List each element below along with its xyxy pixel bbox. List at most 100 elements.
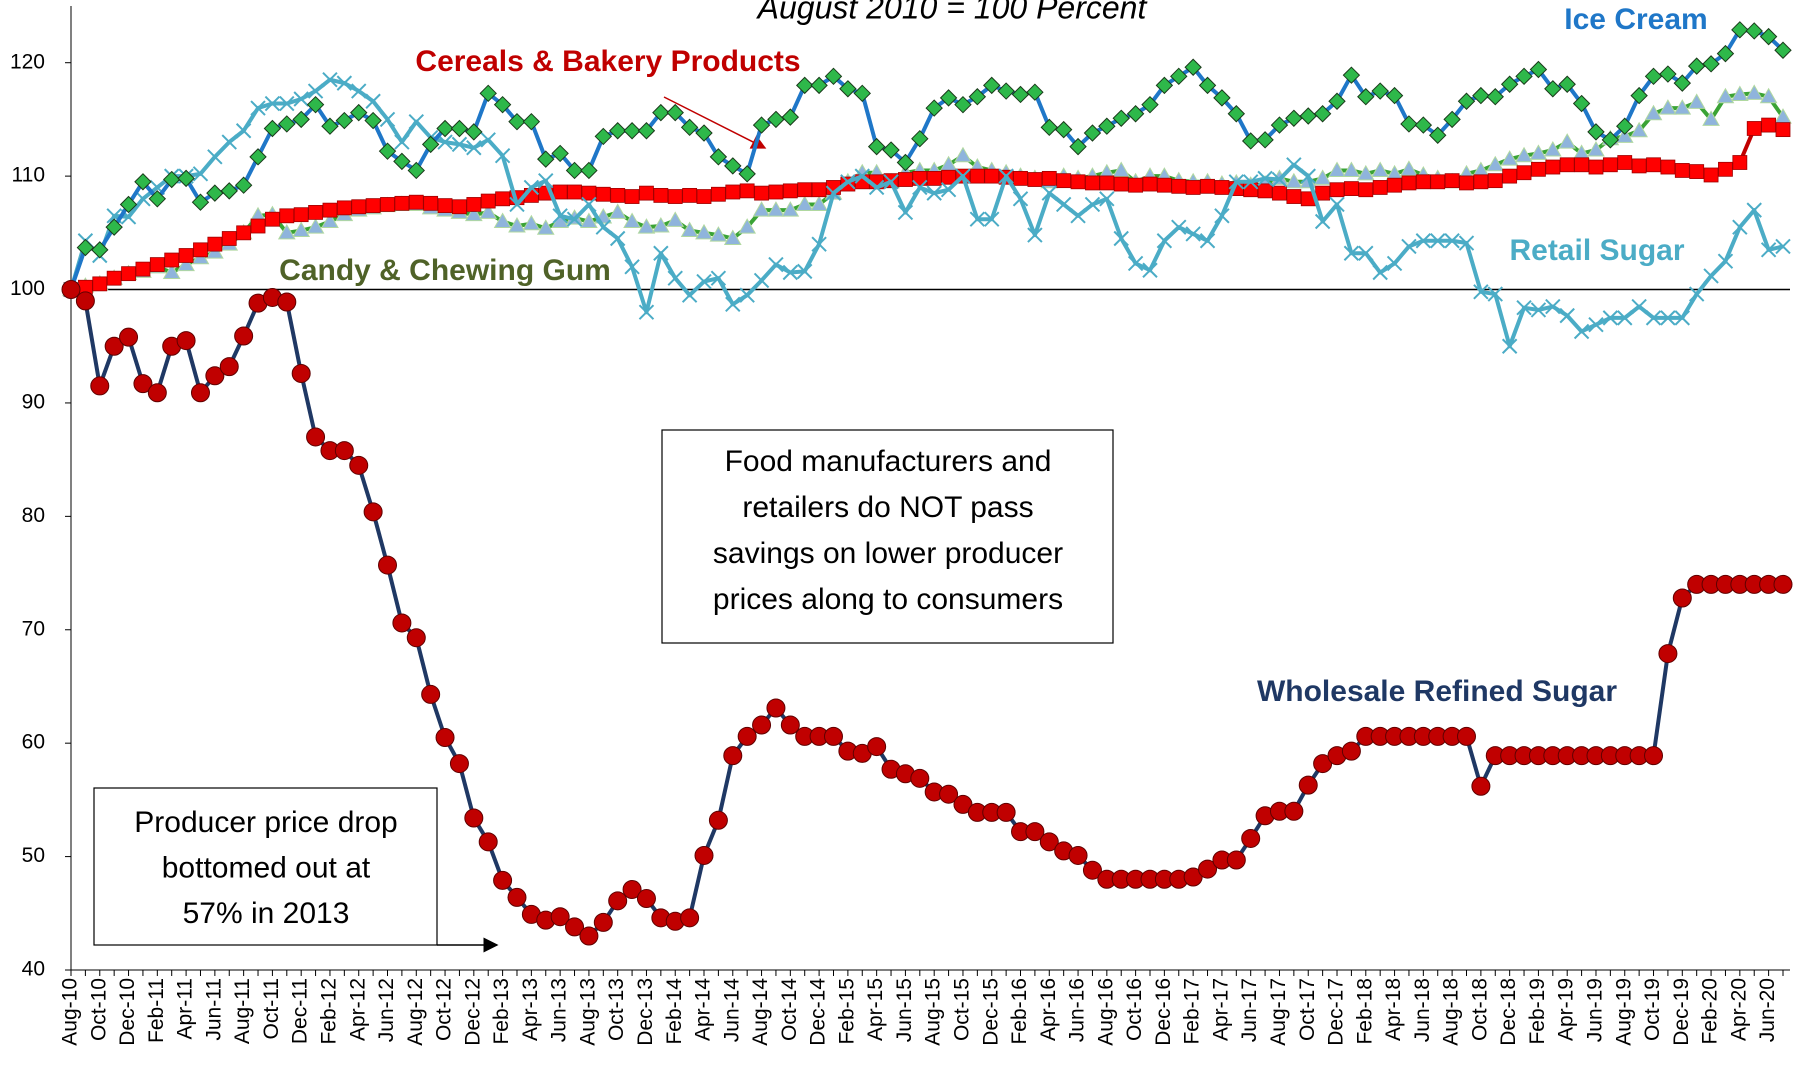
diamond-marker	[1241, 132, 1260, 150]
diamond-marker	[1011, 85, 1030, 104]
triangle-marker	[1543, 141, 1562, 157]
circle-marker	[205, 366, 225, 386]
x-marker	[1631, 298, 1647, 315]
triangle-marker	[1673, 99, 1692, 115]
square-marker	[1487, 173, 1503, 189]
diamond-marker	[1644, 67, 1663, 86]
triangle-marker	[651, 217, 670, 233]
x-tick-label: Oct-19	[1641, 978, 1664, 1041]
diamond-marker	[594, 127, 613, 146]
annotation-text: retailers do NOT pass	[742, 491, 1033, 524]
triangle-marker	[723, 229, 742, 245]
square-marker	[898, 172, 913, 187]
diamond-marker	[1400, 115, 1418, 133]
x-marker	[667, 270, 683, 286]
x-marker	[1099, 191, 1115, 207]
square-marker	[567, 184, 582, 200]
square-marker	[1574, 157, 1589, 173]
x-marker	[1530, 302, 1547, 318]
circle-marker	[392, 613, 412, 633]
x-marker	[1401, 238, 1417, 255]
square-marker	[480, 193, 496, 209]
triangle-marker	[954, 146, 972, 163]
x-marker	[1228, 174, 1245, 190]
diamond-marker	[1558, 75, 1576, 93]
x-marker	[811, 236, 827, 252]
square-marker	[595, 186, 611, 202]
triangle-marker	[1112, 161, 1131, 177]
diamond-marker	[1385, 86, 1404, 105]
x-marker	[394, 134, 410, 150]
x-tick-label: Oct-14	[778, 978, 801, 1041]
square-marker	[1415, 174, 1431, 190]
triangle-marker	[1284, 172, 1303, 189]
square-marker	[1171, 178, 1187, 194]
diamond-marker	[1213, 89, 1231, 107]
diamond-marker	[1731, 21, 1749, 39]
diamond-marker	[465, 123, 483, 141]
x-tick-label: Jun-14	[720, 978, 743, 1043]
diamond-marker	[1069, 137, 1087, 156]
square-marker	[1473, 174, 1489, 190]
square-marker	[696, 189, 712, 204]
x-marker	[1242, 174, 1259, 190]
triangle-marker	[623, 212, 641, 228]
triangle-marker	[752, 201, 771, 217]
x-tick-label: Aug-16	[1094, 978, 1117, 1046]
triangle-marker	[306, 218, 325, 234]
x-tick-label: Dec-18	[1497, 978, 1520, 1046]
x-marker	[1645, 310, 1662, 326]
diamond-marker	[623, 122, 641, 140]
triangle-marker	[177, 255, 195, 272]
square-marker	[495, 191, 510, 207]
diamond-marker	[1270, 116, 1289, 134]
x-marker	[1444, 233, 1460, 249]
circle-marker	[277, 292, 297, 312]
x-marker	[1214, 208, 1230, 224]
x-marker	[250, 100, 266, 116]
diamond-marker	[1141, 95, 1159, 114]
triangle-marker	[1371, 161, 1390, 177]
square-marker	[1085, 175, 1100, 191]
square-marker	[1516, 165, 1532, 181]
diamond-marker	[565, 161, 584, 180]
square-marker	[1272, 185, 1287, 201]
x-marker	[1430, 233, 1446, 249]
triangle-marker	[1687, 93, 1706, 109]
diamond-marker	[1716, 44, 1735, 63]
circle-marker	[752, 715, 772, 735]
triangle-marker	[795, 195, 814, 211]
x-tick-label: Aug-14	[749, 978, 772, 1046]
diamond-marker	[134, 173, 152, 191]
diamond-marker	[810, 76, 828, 95]
circle-marker	[234, 326, 254, 346]
square-marker	[1358, 182, 1374, 198]
circle-marker	[478, 832, 498, 852]
x-marker	[1027, 227, 1043, 243]
x-tick-label: Dec-17	[1325, 978, 1348, 1046]
diamond-marker	[1040, 118, 1058, 137]
circle-marker	[565, 917, 585, 937]
diamond-marker	[1357, 88, 1375, 106]
square-marker	[365, 198, 381, 214]
circle-marker	[1025, 822, 1045, 842]
diamond-marker	[1313, 105, 1332, 123]
x-marker	[1055, 196, 1072, 213]
square-marker	[452, 199, 467, 215]
diamond-marker	[436, 119, 454, 138]
circle-marker	[435, 728, 455, 748]
circle-marker	[737, 726, 757, 746]
diamond-marker	[738, 165, 756, 183]
triangle-marker	[1644, 104, 1663, 121]
triangle-marker	[608, 203, 627, 219]
square-marker	[1732, 155, 1748, 170]
square-marker	[1588, 159, 1604, 175]
square-marker	[236, 225, 252, 241]
circle-marker	[1298, 775, 1318, 795]
x-marker	[1746, 202, 1762, 218]
triangle-marker	[1759, 87, 1778, 104]
x-tick-label: Aug-19	[1612, 978, 1635, 1046]
x-marker	[1171, 219, 1187, 235]
x-marker	[1257, 170, 1273, 187]
square-marker	[1531, 161, 1546, 177]
